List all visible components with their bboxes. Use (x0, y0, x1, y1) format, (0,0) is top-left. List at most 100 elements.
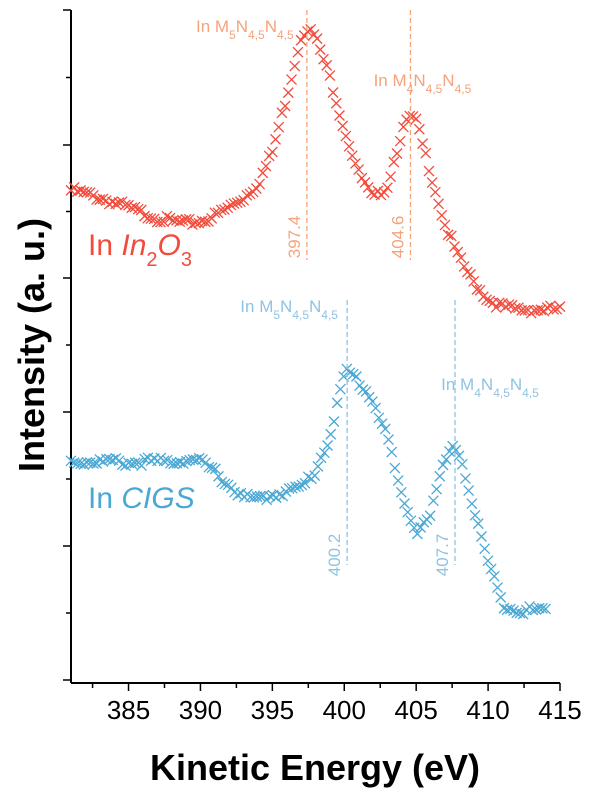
data-point (219, 478, 231, 490)
data-point (330, 97, 342, 109)
data-point (493, 297, 505, 309)
data-point (327, 87, 339, 98)
data-point (360, 385, 372, 397)
data-point (392, 475, 404, 487)
x-ticks: 385 390 395 400 405 410 415 (91, 683, 582, 725)
data-point (492, 582, 503, 594)
data-point (399, 498, 410, 509)
data-point (472, 518, 484, 530)
data-point (514, 607, 526, 619)
data-point (334, 110, 345, 121)
data-point (458, 260, 470, 272)
data-point (250, 183, 262, 195)
y-axis-title: Intensity (a. u.) (11, 218, 52, 472)
data-point (426, 177, 438, 188)
data-point (385, 171, 397, 183)
data-point (466, 498, 478, 510)
data-point (254, 490, 266, 502)
data-point (309, 470, 321, 482)
data-point (158, 455, 170, 467)
peak-label: In M5N4,5N4,5 (240, 297, 338, 322)
data-point (314, 44, 326, 56)
data-point (215, 204, 227, 216)
data-point (186, 219, 198, 231)
data-point (509, 302, 521, 314)
data-point (292, 46, 304, 58)
data-point (318, 447, 330, 459)
y-ticks (63, 9, 71, 681)
x-tick-label: 415 (538, 695, 581, 725)
data-point (231, 197, 243, 209)
data-point (295, 34, 307, 46)
data-point (490, 302, 502, 313)
data-point (420, 147, 432, 159)
data-point (337, 120, 349, 132)
data-point (504, 603, 516, 615)
data-point (232, 489, 244, 501)
data-point (535, 304, 547, 316)
x-tick-label: 385 (107, 695, 150, 725)
data-point (334, 383, 346, 395)
data-point (216, 476, 228, 488)
data-point (554, 301, 566, 313)
data-point (302, 471, 314, 483)
data-point (383, 434, 394, 445)
data-point (290, 481, 301, 493)
data-point (429, 186, 441, 198)
data-point (500, 301, 512, 313)
data-point (322, 440, 334, 451)
data-point (311, 33, 323, 45)
data-point (452, 246, 464, 258)
data-point (463, 485, 475, 497)
data-point (213, 470, 224, 482)
data-point (391, 148, 403, 159)
data-point (177, 215, 189, 227)
data-point (519, 304, 531, 316)
data-point (433, 198, 445, 210)
data-point (443, 445, 455, 457)
data-point (260, 160, 272, 172)
data-point (503, 299, 515, 311)
data-point (282, 87, 294, 99)
data-point (244, 188, 256, 200)
data-point (349, 157, 361, 169)
data-point (508, 605, 520, 617)
data-point (97, 193, 109, 205)
data-point (228, 198, 240, 210)
data-point (373, 412, 385, 424)
series-label: In In2O3 (88, 229, 192, 271)
data-point (299, 477, 311, 489)
data-point (293, 481, 305, 493)
series-cigs (65, 363, 552, 620)
data-point (439, 219, 451, 231)
data-point (81, 186, 93, 198)
data-point (161, 210, 173, 222)
data-point (450, 444, 462, 456)
data-point (315, 452, 327, 464)
data-point (437, 459, 449, 471)
data-point (410, 113, 422, 125)
peak-label: In M4N4,5N4,5 (374, 71, 472, 96)
data-point (325, 428, 337, 440)
data-point (350, 371, 362, 382)
data-point (180, 213, 192, 225)
data-point (241, 189, 253, 201)
data-point (411, 528, 423, 540)
data-point (139, 453, 151, 465)
data-point (469, 509, 481, 521)
data-point (511, 607, 523, 619)
data-point (126, 202, 138, 214)
data-point (359, 176, 371, 188)
data-point (449, 241, 460, 252)
data-point (366, 396, 378, 408)
data-point (436, 209, 448, 221)
data-point (482, 555, 494, 567)
data-point (168, 458, 180, 470)
data-point (254, 178, 266, 190)
data-point (474, 284, 486, 296)
x-tick-label: 410 (466, 695, 509, 725)
data-point (193, 217, 205, 229)
data-point (116, 459, 128, 471)
data-point (65, 455, 77, 467)
data-point (541, 302, 553, 314)
